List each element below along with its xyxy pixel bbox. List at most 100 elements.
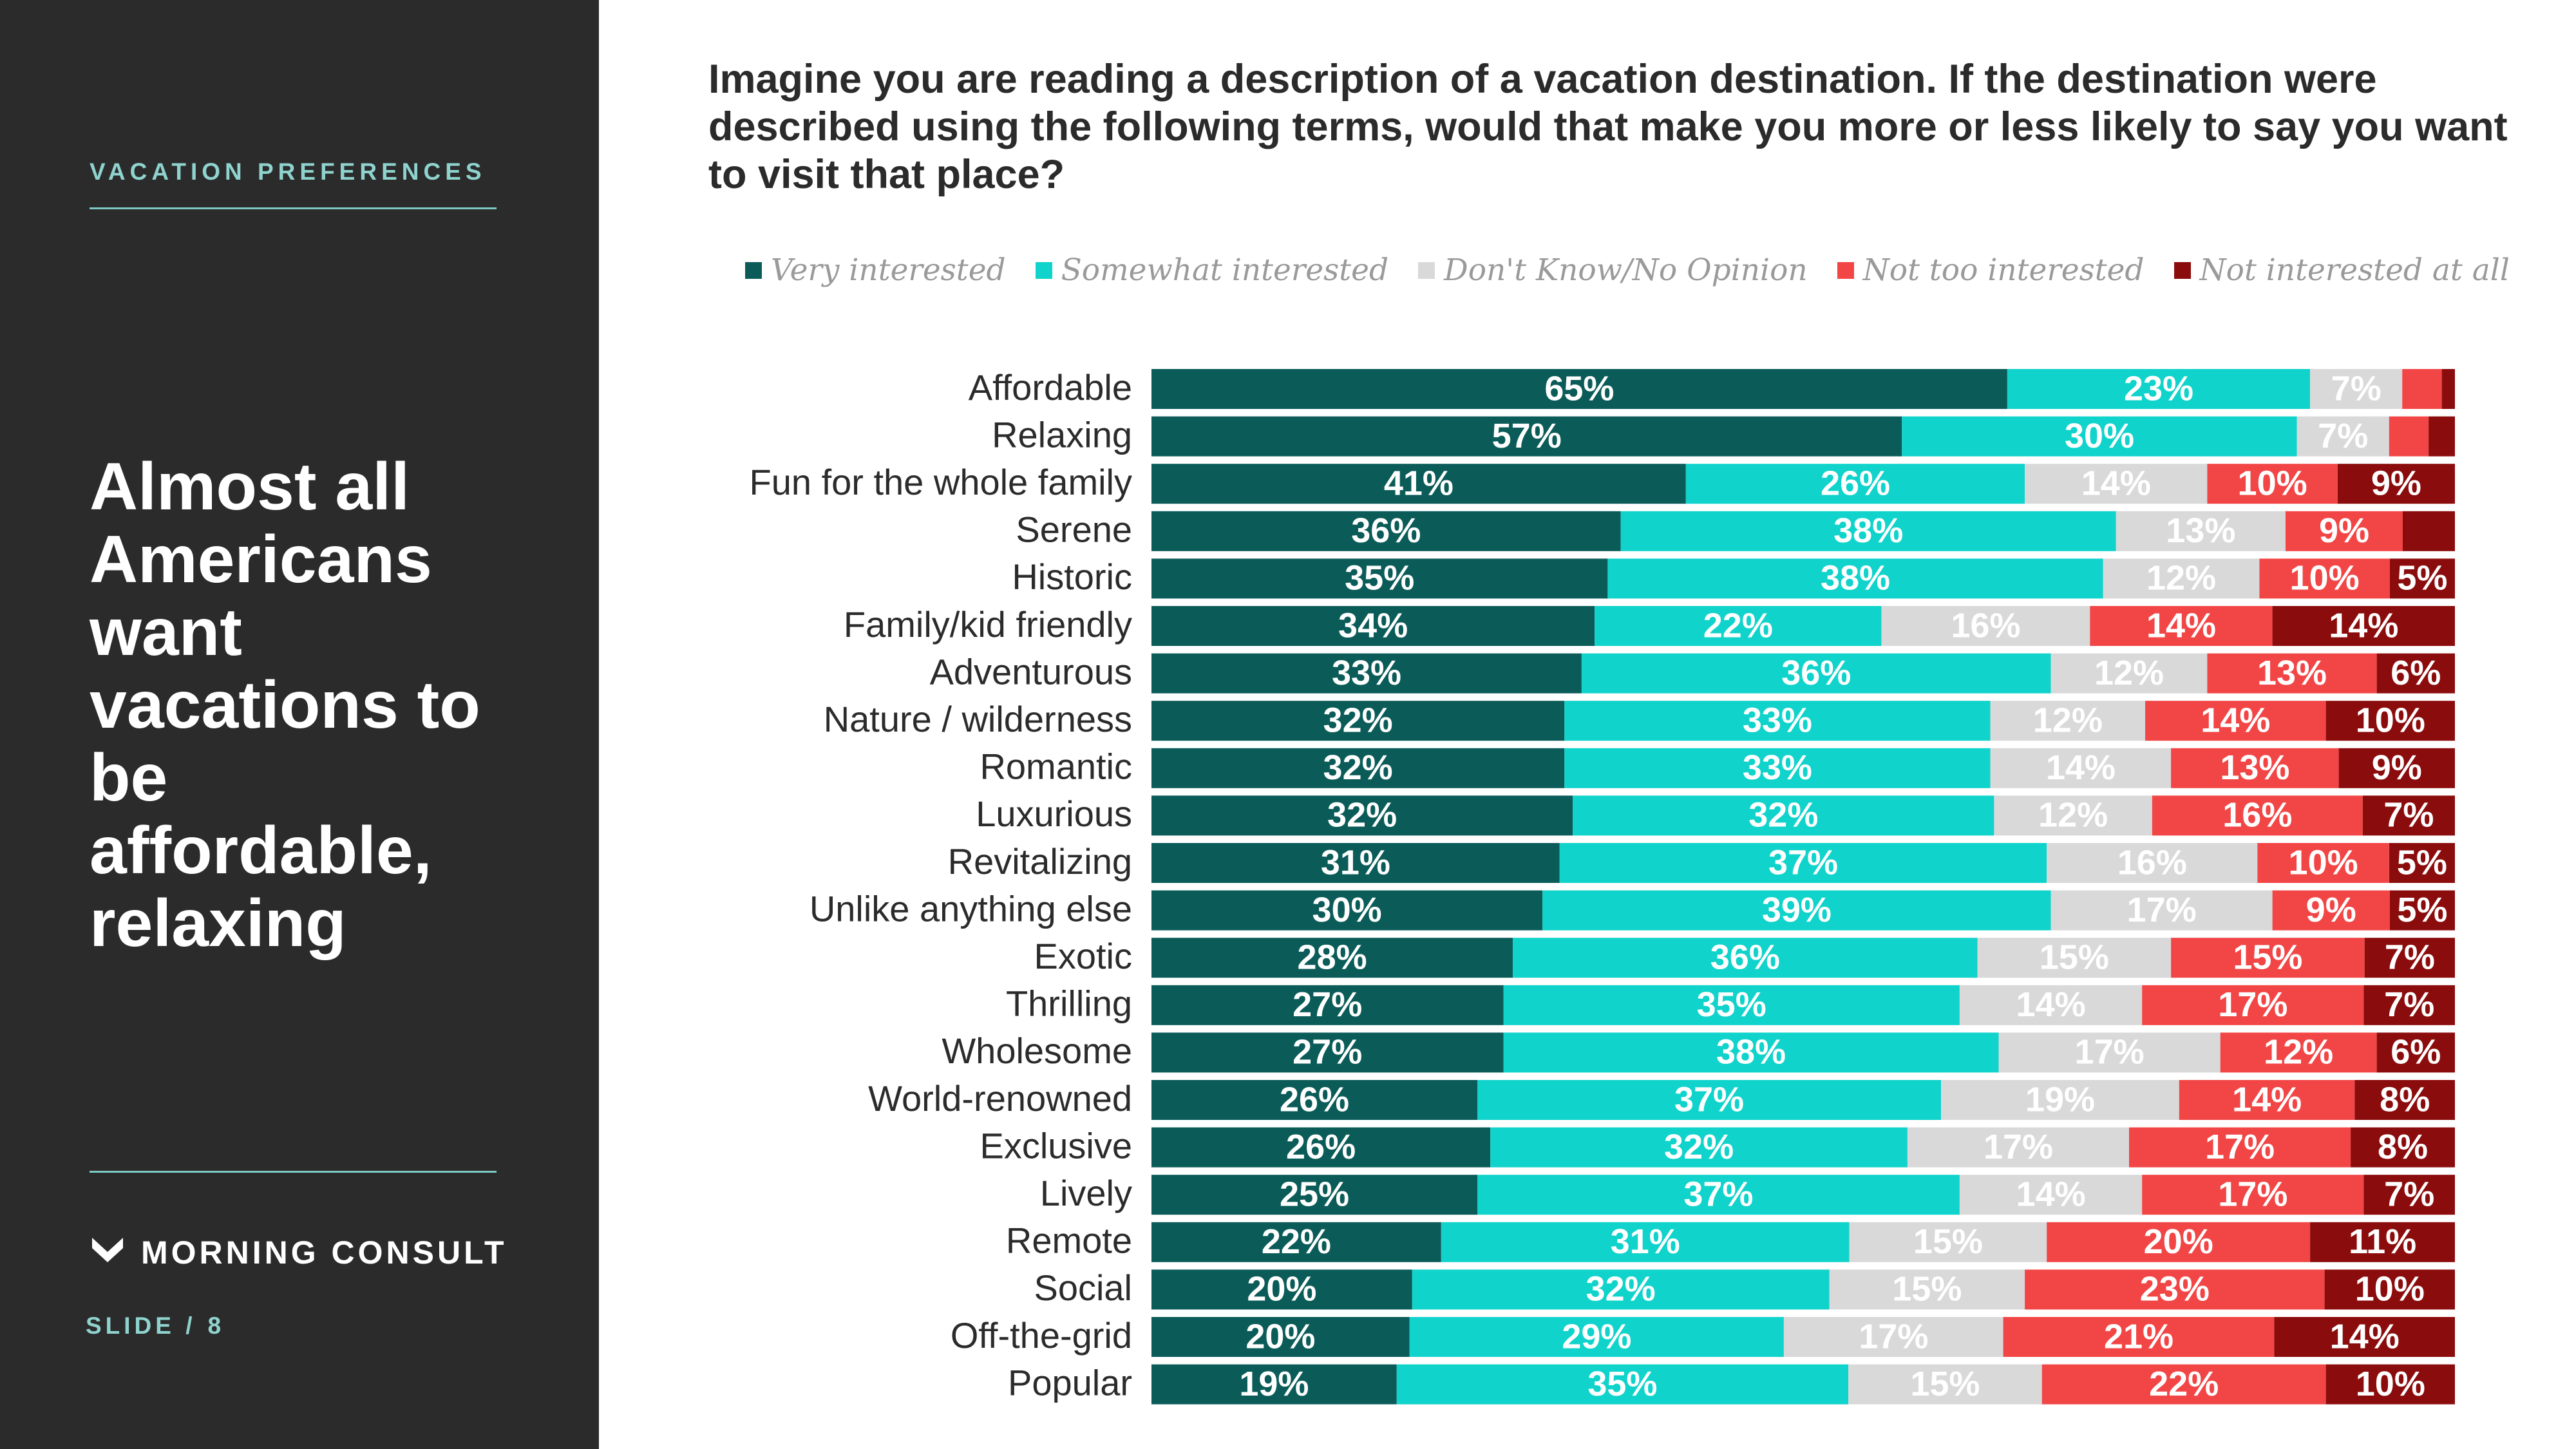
legend-label: Very interested — [771, 252, 1006, 288]
data-label: 32% — [1323, 701, 1393, 739]
data-label: 15% — [2233, 938, 2302, 976]
data-label: 21% — [2104, 1317, 2174, 1356]
category-label: Revitalizing — [948, 841, 1132, 882]
data-label: 27% — [1293, 985, 1362, 1024]
footer-divider — [90, 1171, 497, 1173]
data-label: 28% — [1298, 938, 1367, 976]
bar-segment — [1907, 1127, 2129, 1168]
bar-segment — [2376, 653, 2455, 694]
data-label: 14% — [2232, 1080, 2302, 1119]
bar-segment — [2429, 416, 2455, 457]
data-label: 13% — [2166, 511, 2235, 550]
bar-segment — [1902, 416, 2297, 457]
data-label: 17% — [2075, 1033, 2145, 1072]
bar-segment — [1849, 1222, 2047, 1262]
bar-segment — [2337, 464, 2455, 504]
data-label: 32% — [1323, 748, 1393, 787]
data-label: 17% — [2205, 1128, 2275, 1166]
morning-consult-logo-icon — [92, 1238, 123, 1262]
data-label: 12% — [2033, 701, 2103, 739]
legend-swatch — [745, 261, 762, 279]
bar-segment — [2389, 890, 2455, 931]
data-label: 17% — [2218, 985, 2287, 1024]
bar-segment — [2389, 558, 2455, 599]
data-label: 14% — [2081, 464, 2151, 502]
bar-segment — [2364, 938, 2455, 978]
category-label: Historic — [1012, 556, 1132, 597]
bar-segment — [2324, 1269, 2455, 1310]
category-label: Wholesome — [942, 1030, 1132, 1071]
category-label: Fun for the whole family — [750, 462, 1132, 502]
bar-segment — [1542, 890, 2051, 931]
data-label: 14% — [2046, 748, 2116, 787]
legend-item: Very interested — [745, 252, 1006, 288]
legend-label: Don't Know/No Opinion — [1444, 252, 1808, 288]
data-label: 7% — [2331, 369, 2382, 408]
data-label: 15% — [1910, 1365, 1980, 1403]
data-label: 12% — [2146, 559, 2216, 598]
data-label: 37% — [1768, 843, 1838, 882]
bar-row: Family/kid friendly 34% 22% 16% 14% 14% — [844, 604, 2455, 646]
category-label: Remote — [1006, 1220, 1132, 1261]
bar-segment — [1513, 938, 1978, 978]
headline: Almost all Americans want vacations to b… — [90, 450, 480, 961]
data-label: 9% — [2319, 511, 2369, 550]
bar-segment — [2354, 1080, 2455, 1120]
data-label: 29% — [1562, 1317, 1631, 1356]
bar-segment — [1620, 511, 2116, 551]
bar-segment — [1151, 748, 1565, 788]
bar-segment — [1941, 1080, 2179, 1120]
legend-label: Not too interested — [1862, 252, 2145, 288]
bar-segment — [2389, 843, 2455, 883]
bar-row: Revitalizing 31% 37% 16% 10% 5% — [948, 841, 2455, 883]
category-label: Thrilling — [1006, 983, 1132, 1024]
category-label: Popular — [1008, 1362, 1132, 1403]
bar-segment — [1151, 985, 1504, 1025]
data-label: 26% — [1280, 1080, 1349, 1119]
bar-segment — [2338, 748, 2455, 788]
bar-segment — [2171, 938, 2365, 978]
bar-segment — [2310, 369, 2403, 409]
bar-segment — [1607, 558, 2103, 599]
bar-row: Romantic 32% 33% 14% 13% 9% — [980, 746, 2455, 788]
bar-segment — [2050, 890, 2273, 931]
bar-segment — [1595, 606, 1882, 646]
category-label: Family/kid friendly — [844, 604, 1132, 645]
bar-segment — [1151, 464, 1686, 504]
bar-segment — [2047, 1222, 2311, 1262]
data-label: 31% — [1611, 1222, 1680, 1261]
data-label: 11% — [2349, 1222, 2416, 1261]
bar-segment — [2272, 890, 2390, 931]
bar-segment — [1151, 1317, 1410, 1357]
data-label: 32% — [1586, 1270, 1656, 1309]
data-label: 6% — [2391, 1033, 2441, 1072]
legend-label: Somewhat interested — [1061, 252, 1389, 288]
bar-segment — [1151, 653, 1582, 694]
data-label: 9% — [2372, 748, 2422, 787]
data-label: 16% — [2117, 843, 2187, 882]
bar-segment — [1559, 843, 2047, 883]
data-label: 10% — [2356, 701, 2425, 739]
bar-segment — [1151, 1222, 1441, 1262]
data-label: 10% — [2355, 1270, 2425, 1309]
data-label: 10% — [2290, 559, 2360, 598]
slide-indicator: SLIDE / 8 — [86, 1312, 236, 1340]
data-label: 38% — [1716, 1033, 1786, 1072]
data-label: 20% — [1245, 1317, 1315, 1356]
data-label: 23% — [2124, 369, 2193, 408]
legend-item: Somewhat interested — [1035, 252, 1389, 288]
data-label: 12% — [2038, 796, 2108, 835]
bar-segment — [2363, 1175, 2455, 1215]
bar-segment — [1581, 653, 2051, 694]
legend-item: Not interested at all — [2174, 252, 2510, 288]
data-label: 16% — [1951, 606, 2020, 645]
category-label: Adventurous — [930, 651, 1132, 692]
bar-segment — [1998, 1032, 2221, 1073]
data-label: 30% — [1312, 891, 1382, 929]
bar-segment — [2025, 1269, 2325, 1310]
bar-row: Affordable 65% 23% 7% — [969, 367, 2455, 409]
data-label: 37% — [1674, 1080, 1744, 1119]
bar-segment — [2274, 1317, 2455, 1357]
data-label: 10% — [2356, 1365, 2425, 1403]
bar-segment — [2129, 1127, 2351, 1168]
